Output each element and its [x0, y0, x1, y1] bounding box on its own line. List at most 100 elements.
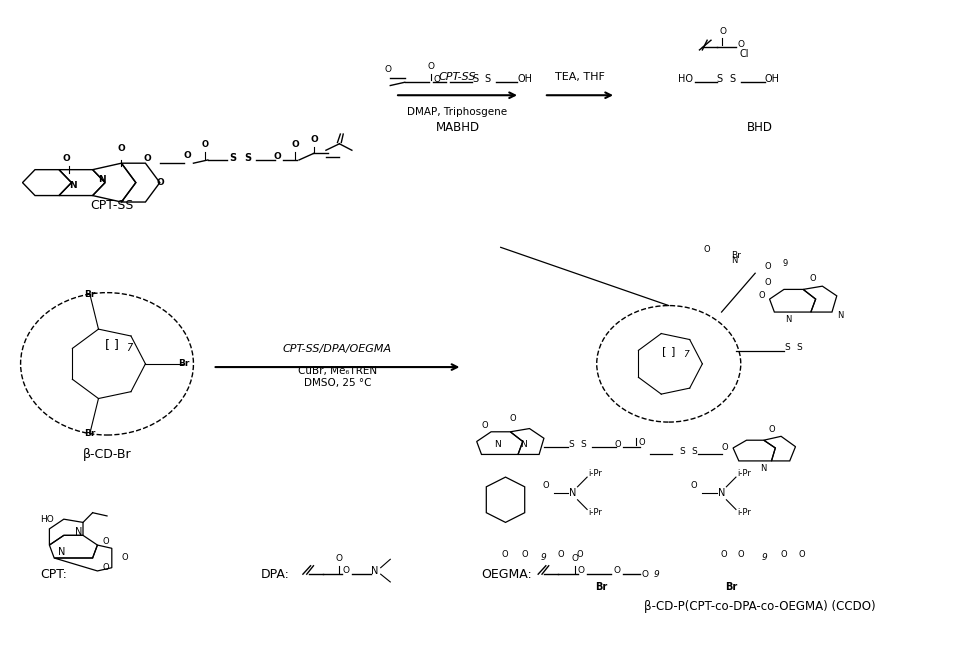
Text: 9: 9	[653, 569, 659, 578]
Text: [: [	[662, 346, 666, 356]
Text: N: N	[58, 547, 65, 556]
Text: O: O	[521, 551, 528, 559]
Text: N: N	[494, 440, 501, 449]
Text: S: S	[245, 153, 251, 163]
Text: O: O	[292, 140, 299, 149]
Text: N: N	[731, 256, 738, 265]
Text: i-Pr: i-Pr	[737, 469, 751, 478]
Text: O: O	[501, 551, 508, 559]
Text: O: O	[781, 551, 788, 559]
Text: O: O	[578, 566, 585, 575]
Text: β-CD-P(CPT-co-DPA-co-OEGMA) (CCDO): β-CD-P(CPT-co-DPA-co-OEGMA) (CCDO)	[644, 600, 875, 613]
Text: O: O	[63, 154, 70, 163]
Text: N: N	[69, 181, 77, 190]
Text: S: S	[472, 74, 478, 84]
Text: O: O	[184, 151, 192, 160]
Text: O: O	[614, 439, 620, 448]
Text: N: N	[98, 175, 106, 184]
Text: CuBr, Me₆TREN: CuBr, Me₆TREN	[298, 366, 377, 376]
Text: N: N	[761, 464, 767, 473]
Text: Br: Br	[595, 582, 608, 592]
Text: TEA, THF: TEA, THF	[556, 72, 606, 83]
Text: O: O	[613, 566, 620, 575]
Text: CPT:: CPT:	[39, 567, 66, 580]
Text: O: O	[704, 245, 711, 254]
Text: Cl: Cl	[740, 49, 749, 59]
Text: O: O	[558, 551, 564, 559]
Text: 9: 9	[541, 554, 547, 562]
Text: N: N	[717, 488, 725, 499]
Text: O: O	[117, 144, 125, 153]
Text: O: O	[638, 438, 644, 447]
Text: Br: Br	[84, 290, 95, 299]
Text: O: O	[273, 152, 281, 161]
Text: S: S	[229, 153, 236, 163]
Text: CPT-SS: CPT-SS	[91, 199, 134, 212]
Text: O: O	[721, 443, 728, 452]
Text: O: O	[738, 40, 744, 49]
Text: O: O	[642, 569, 649, 578]
Text: [: [	[105, 338, 110, 351]
Text: S: S	[568, 439, 574, 448]
Text: OH: OH	[517, 74, 532, 84]
Text: O: O	[509, 415, 516, 423]
Text: O: O	[428, 62, 434, 72]
Text: HO: HO	[678, 74, 692, 84]
Text: S: S	[691, 447, 697, 456]
Text: O: O	[385, 65, 392, 74]
Text: O: O	[576, 551, 583, 559]
Text: O: O	[201, 140, 208, 149]
Text: N: N	[520, 440, 527, 449]
Text: i-Pr: i-Pr	[737, 508, 751, 517]
Text: CPT-SS/DPA/OEGMA: CPT-SS/DPA/OEGMA	[283, 344, 392, 354]
Text: O: O	[758, 291, 765, 300]
Text: i-Pr: i-Pr	[588, 469, 602, 478]
Text: S: S	[729, 74, 736, 84]
Text: O: O	[121, 554, 128, 562]
Text: O: O	[310, 135, 319, 144]
Text: O: O	[342, 566, 350, 575]
Text: S: S	[784, 343, 790, 352]
Text: O: O	[799, 551, 805, 559]
Text: S: S	[796, 343, 802, 352]
Text: O: O	[157, 178, 165, 187]
Text: i-Pr: i-Pr	[588, 508, 602, 517]
Text: O: O	[810, 274, 816, 283]
Text: DPA:: DPA:	[261, 567, 290, 580]
Text: O: O	[720, 551, 727, 559]
Text: O: O	[102, 563, 109, 572]
Text: O: O	[765, 278, 771, 287]
Text: 7: 7	[126, 343, 133, 353]
Text: N: N	[371, 566, 378, 576]
Text: N: N	[74, 527, 82, 537]
Text: 9: 9	[782, 259, 788, 268]
Text: S: S	[679, 447, 685, 456]
Text: O: O	[720, 27, 727, 36]
Text: O: O	[433, 75, 440, 84]
Text: O: O	[143, 154, 151, 163]
Text: S: S	[716, 74, 723, 84]
Text: OEGMA:: OEGMA:	[482, 567, 533, 580]
Text: O: O	[571, 554, 578, 563]
Text: Br: Br	[84, 429, 95, 437]
Text: Br: Br	[178, 359, 190, 369]
Text: O: O	[336, 554, 343, 563]
Text: N: N	[837, 311, 844, 320]
Text: S: S	[484, 74, 490, 84]
Text: O: O	[542, 481, 549, 490]
Text: 9: 9	[762, 554, 768, 562]
Text: O: O	[738, 551, 744, 559]
Text: S: S	[581, 439, 586, 448]
Text: N: N	[569, 488, 577, 499]
Text: O: O	[102, 538, 109, 546]
Text: N: N	[786, 315, 792, 324]
Text: Br: Br	[725, 582, 738, 592]
Text: CPT-SS: CPT-SS	[439, 72, 477, 83]
Text: 7: 7	[683, 350, 689, 359]
Text: DMSO, 25 °C: DMSO, 25 °C	[303, 378, 371, 388]
Text: MABHD: MABHD	[435, 121, 480, 134]
Text: O: O	[690, 481, 697, 490]
Text: O: O	[765, 262, 771, 271]
Text: BHD: BHD	[747, 121, 773, 134]
Text: HO: HO	[40, 515, 54, 524]
